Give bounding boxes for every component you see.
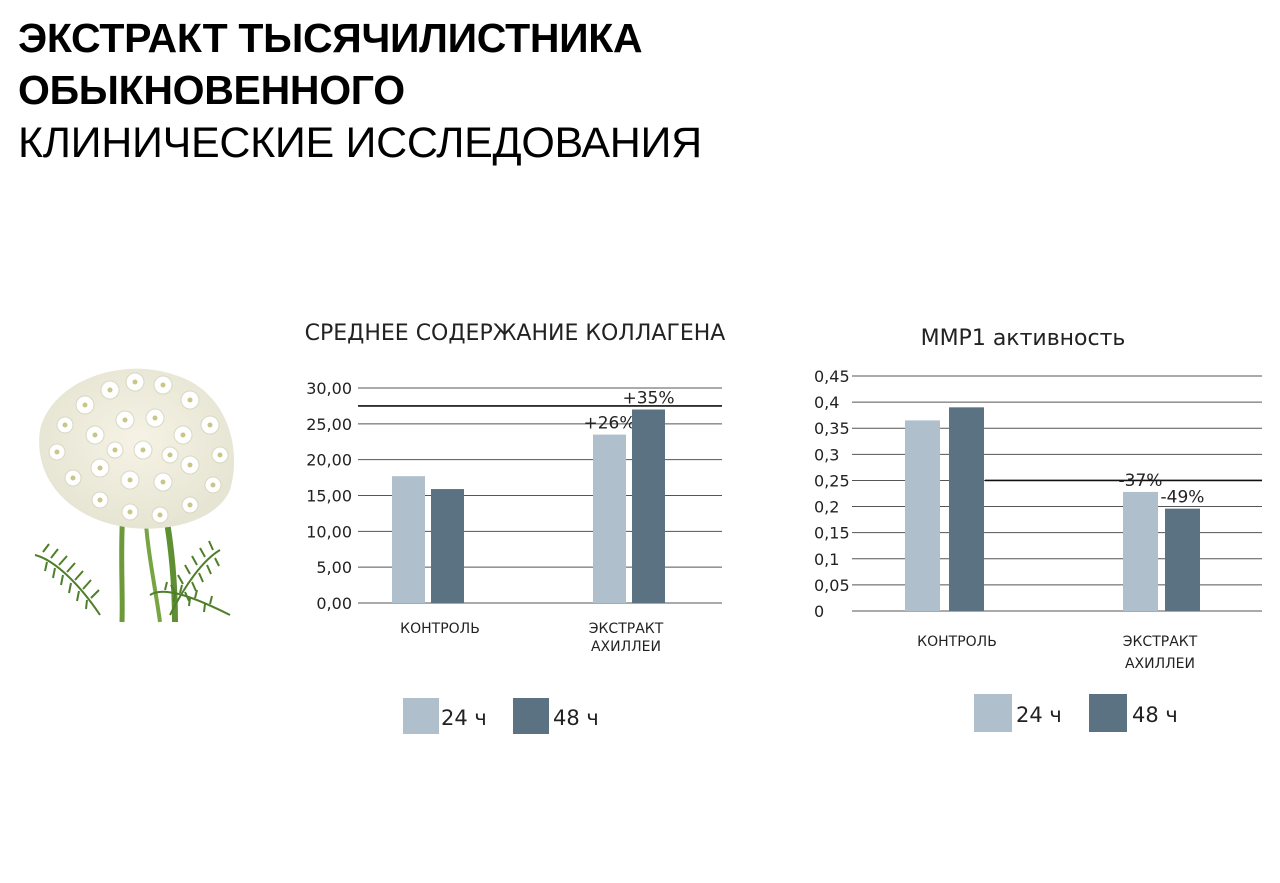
collagen-legend-label: 48 ч [553,706,599,730]
collagen-bar [392,476,425,603]
collagen-y-tick-label: 25,00 [306,415,352,434]
collagen-category-label: ЭКСТРАКТ [589,621,664,637]
collagen-y-tick-label: 15,00 [306,487,352,506]
collagen-y-tick-label: 30,00 [306,379,352,398]
heading-line-2: ОБЫКНОВЕННОГО [18,67,405,113]
collagen-y-tick-label: 10,00 [306,522,352,541]
collagen-data-label: +35% [622,389,674,409]
collagen-legend-swatch [403,698,439,734]
page-heading: ЭКСТРАКТ ТЫСЯЧИЛИСТНИКА ОБЫКНОВЕННОГО КЛ… [18,12,702,170]
collagen-category-label: КОНТРОЛЬ [400,621,480,637]
collagen-y-tick-label: 0,00 [316,594,352,613]
collagen-category-label: АХИЛЛЕИ [591,639,661,655]
collagen-legend-label: 24 ч [441,706,487,730]
collagen-y-tick-label: 20,00 [306,451,352,470]
collagen-bar [593,434,626,603]
collagen-bar [431,489,464,603]
yarrow-plant-image [34,368,235,623]
collagen-chart-title: СРЕДНЕЕ СОДЕРЖАНИЕ КОЛЛАГЕНА [305,321,726,346]
heading-line-3: КЛИНИЧЕСКИЕ ИССЛЕДОВАНИЯ [18,119,702,167]
collagen-data-label: +26% [583,414,635,434]
collagen-legend-swatch [513,698,549,734]
collagen-bar [632,409,665,603]
heading-line-1: ЭКСТРАКТ ТЫСЯЧИЛИСТНИКА [18,15,643,61]
collagen-y-tick-label: 5,00 [316,558,352,577]
